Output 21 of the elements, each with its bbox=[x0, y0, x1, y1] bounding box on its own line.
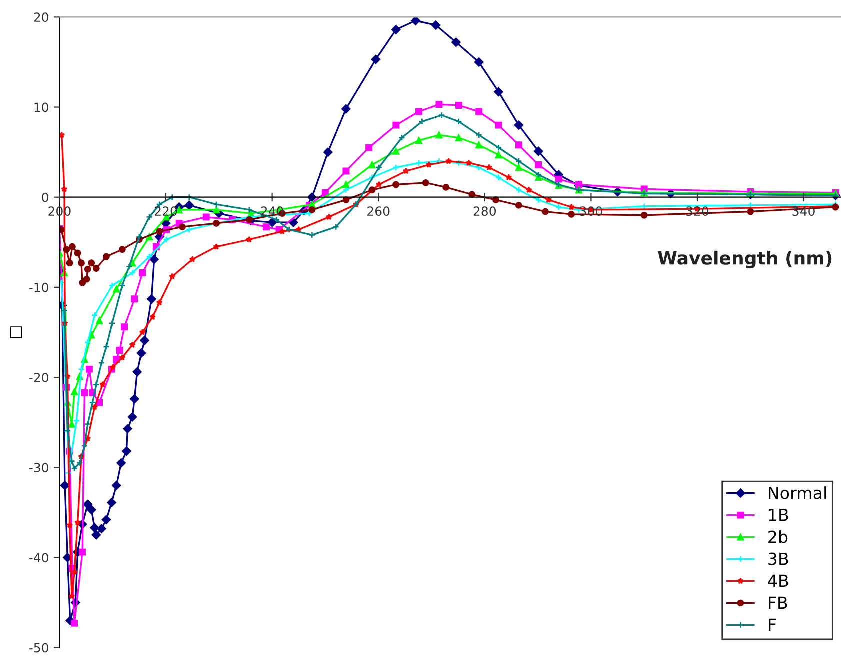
y-tick-label: -20 bbox=[29, 372, 48, 382]
y-tick-label: 0 bbox=[42, 192, 48, 202]
y-tick-label: -10 bbox=[29, 282, 48, 292]
x-tick-label: 320 bbox=[686, 206, 709, 216]
x-axis-title: Wavelength (nm) bbox=[658, 250, 832, 269]
x-tick-label: 280 bbox=[474, 206, 496, 216]
legend-label: 4B bbox=[768, 574, 788, 588]
y-tick-label: -40 bbox=[29, 553, 48, 563]
y-tick-label: 20 bbox=[34, 12, 48, 22]
x-tick-label: 260 bbox=[368, 206, 390, 216]
legend-label: 1B bbox=[769, 509, 788, 522]
x-tick-label: 240 bbox=[261, 206, 284, 216]
y-axis-title: □ bbox=[10, 326, 22, 338]
legend-label: F bbox=[768, 618, 776, 631]
y-tick-label: -50 bbox=[29, 643, 48, 653]
y-tick-label: 10 bbox=[34, 102, 48, 112]
legend-label: 2b bbox=[768, 530, 788, 544]
legend-label: FB bbox=[768, 596, 788, 610]
y-tick-label: -30 bbox=[29, 463, 48, 473]
legend-label: 3B bbox=[768, 552, 788, 566]
legend-label: Normal bbox=[768, 486, 826, 500]
